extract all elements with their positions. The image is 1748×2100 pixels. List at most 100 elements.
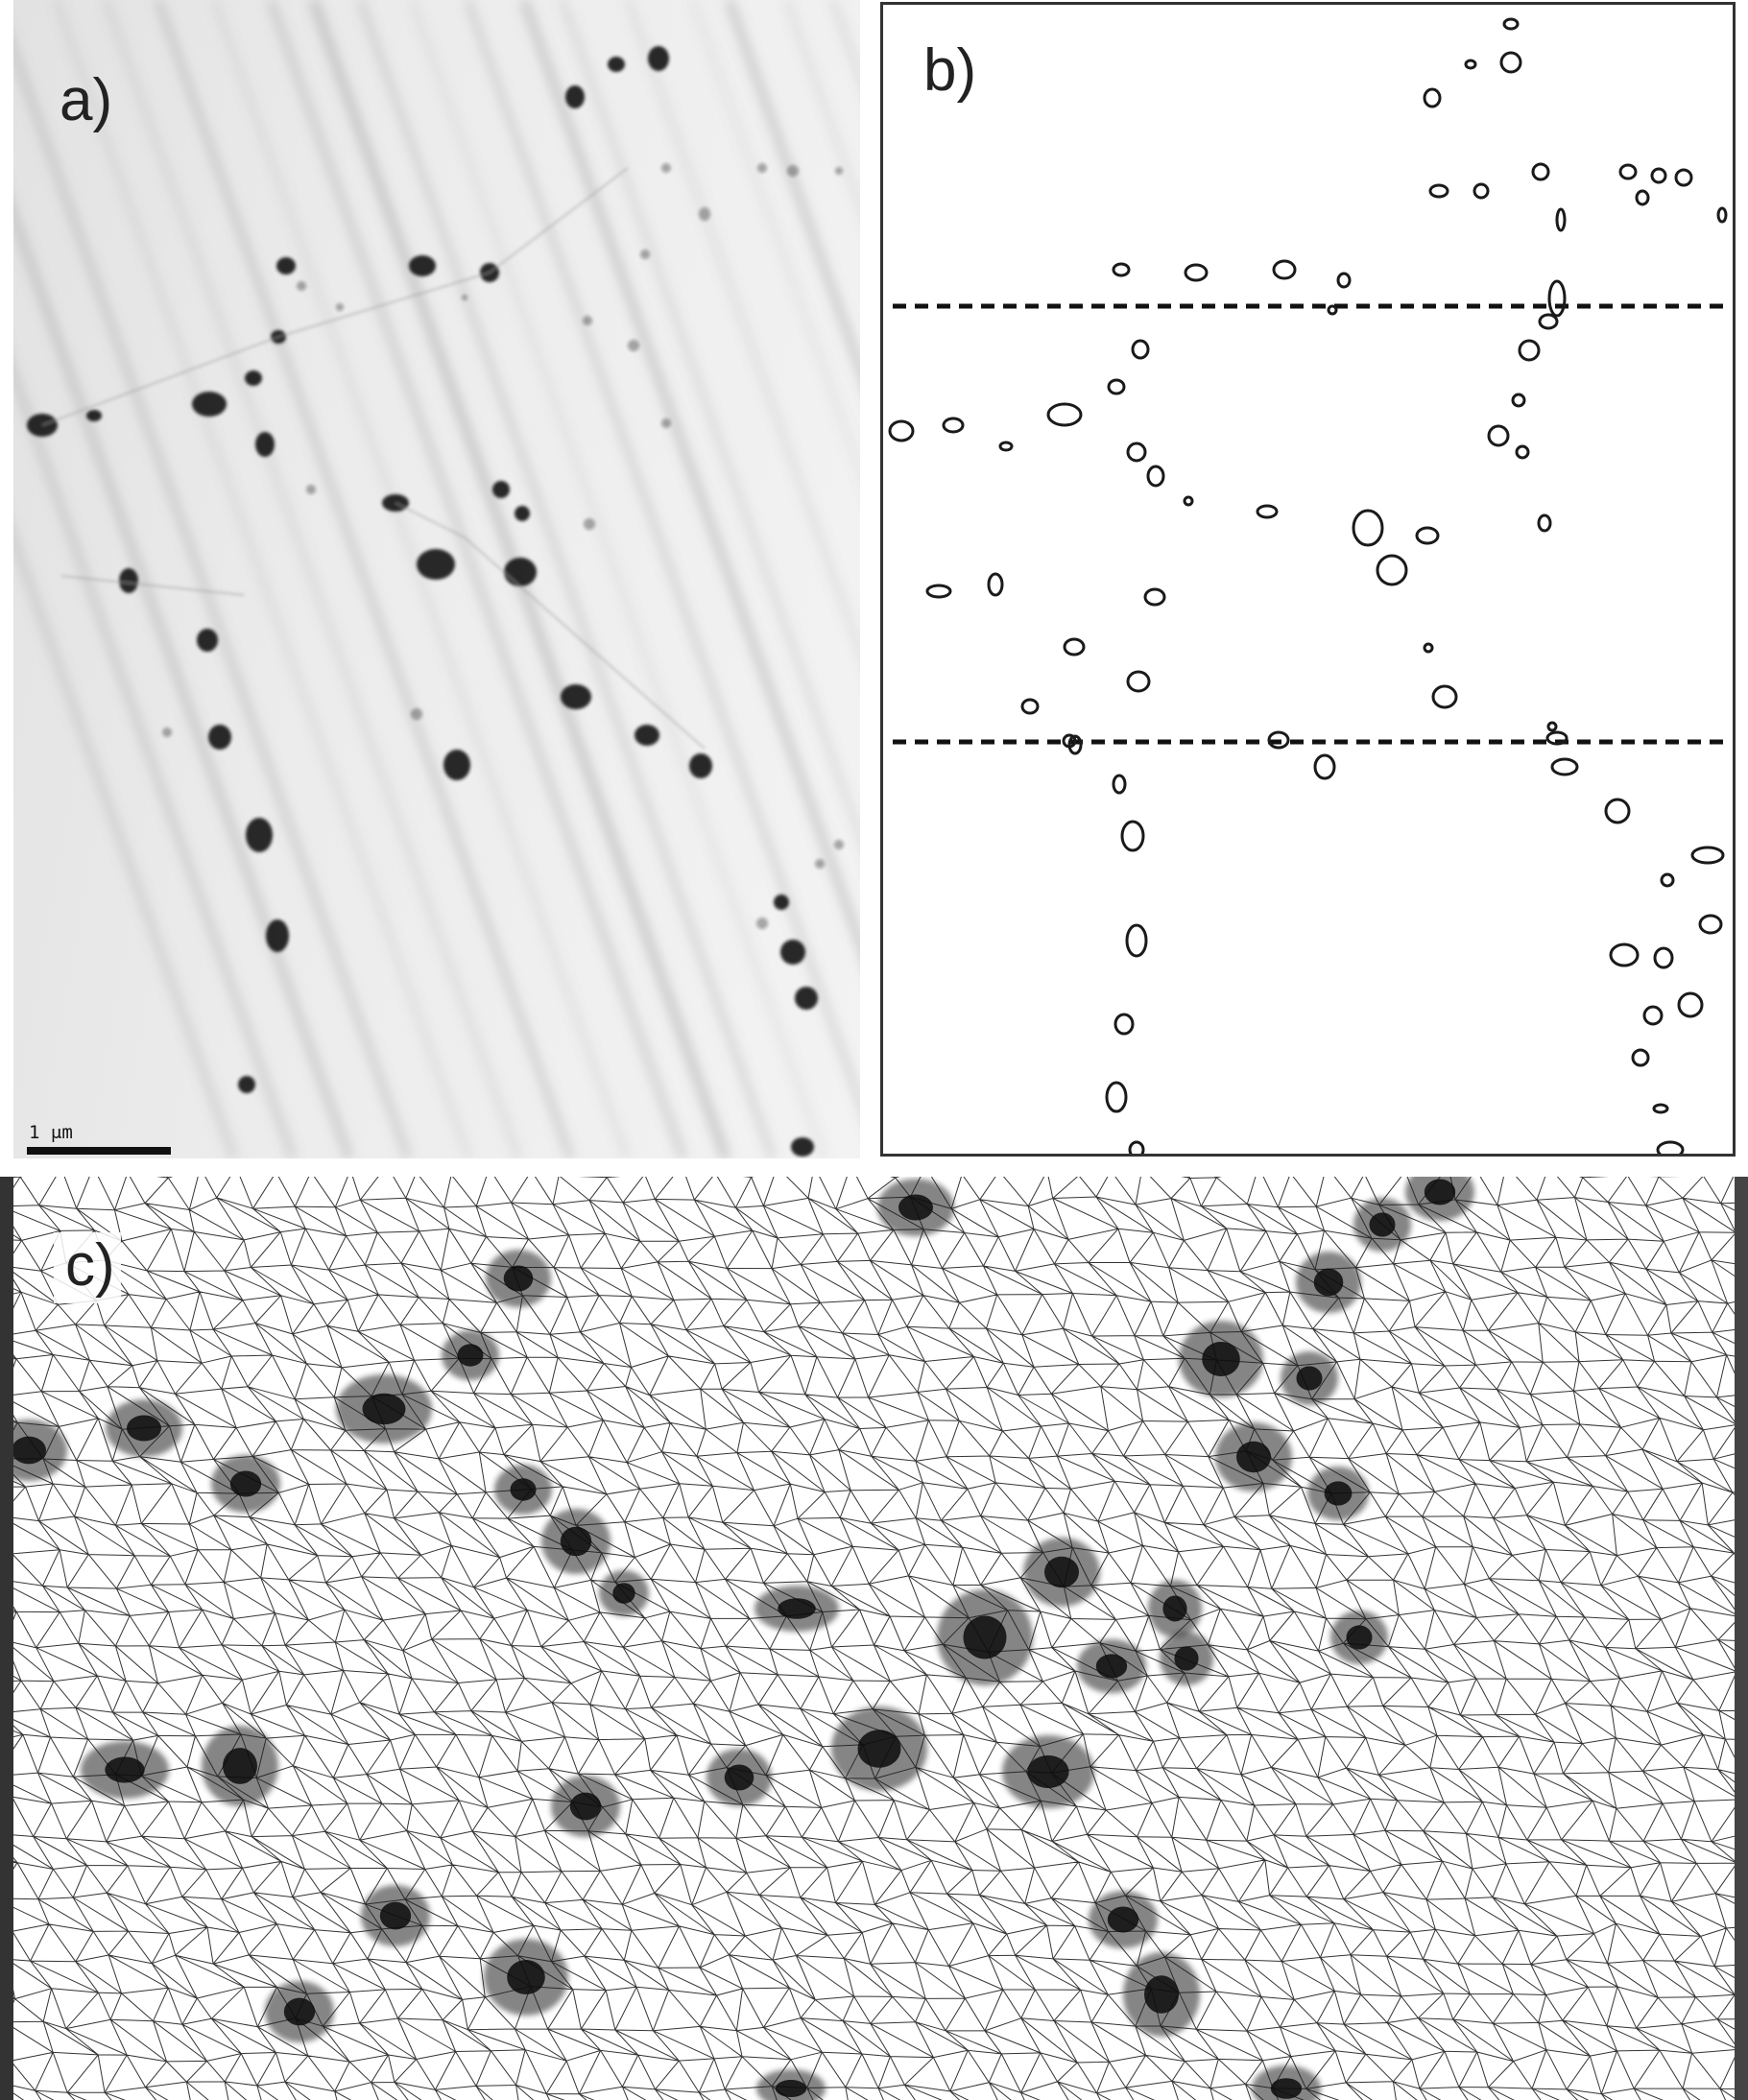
mesh-dense-core [963,1615,1007,1659]
particle [409,255,436,276]
particle-outline [942,417,965,434]
streak-line [357,0,776,1158]
mesh-dense-core [1270,2078,1303,2099]
particle-outline [1653,946,1674,969]
particle [795,987,818,1010]
particle [443,750,470,780]
particle-outline [1020,698,1040,715]
particle [565,85,585,108]
mesh-dense-core [898,1194,933,1221]
particle-outline [1428,183,1449,199]
mesh-dense-core [12,1436,46,1465]
panel-b-outlines: b) [880,2,1736,1157]
particle-outline [1656,1140,1685,1154]
particle [306,485,316,494]
mesh-dense-core [1027,1754,1069,1789]
particle-outline [1652,1103,1669,1114]
grain-boundary-line [395,502,466,538]
mesh-dense-core [1095,1654,1128,1679]
particle-outline [1716,206,1728,224]
particle-outline [1107,378,1126,395]
particle [640,250,650,259]
particle-outline [1112,774,1127,795]
particle [162,728,172,737]
particle [417,549,455,580]
particle-outline [1256,504,1279,519]
particle-outline [1327,304,1338,316]
particle [780,940,805,965]
grain-boundary-line [277,272,491,338]
panel-a-label: a) [60,67,113,133]
particle-outline [1126,670,1151,693]
particle-outline [1313,753,1336,780]
grain-boundary-line [464,537,706,750]
mesh-dense-core [105,1756,145,1783]
streak-line [155,0,574,1158]
mesh-dense-core [1369,1212,1396,1237]
particle-outline [1531,162,1550,181]
particle [238,1076,255,1093]
outline-drawing [888,17,1728,1154]
mesh-dense-core [1296,1366,1323,1391]
particle [245,370,262,386]
particle-outline [1698,914,1723,935]
panel-c-label-backdrop [54,1232,121,1303]
mesh-edges [0,1177,1748,2100]
particle-outline [1642,1005,1664,1026]
mesh-left-edge [0,1177,13,2100]
grain-boundary-line [489,167,629,274]
particle-outline [1423,642,1434,654]
particle [648,46,669,71]
streak-line [465,0,860,1110]
particle-outline [1546,721,1558,732]
particle-outline [1131,339,1150,360]
streak-line [519,0,860,956]
particle [336,303,344,311]
particle-outline [1618,163,1638,180]
particle [835,167,843,175]
particle [197,629,218,652]
mesh-dense-core [1044,1556,1079,1588]
particle [255,432,275,457]
mesh-dense-core [857,1730,901,1768]
grain-boundary-line [41,336,279,426]
particle-outline [987,572,1004,597]
particle-outline [1511,393,1526,408]
particle-outline [1352,509,1384,547]
mesh-dense-core [1107,1906,1139,1933]
mesh-right-edge [1735,1177,1748,2100]
particle [192,392,227,417]
particle [297,281,306,291]
streak-line [102,0,522,1158]
particle-outline [1183,495,1194,507]
particle-outline [1547,279,1567,318]
particle [699,207,710,221]
particle-outline [1376,554,1408,586]
particle [561,684,591,709]
particle-outline [1677,991,1704,1018]
streak-line [13,525,239,1158]
mesh-dense-core [778,1598,816,1619]
particle-outline [1660,872,1675,888]
mesh-dense-core [362,1393,406,1425]
particle-outline [1063,637,1086,656]
particle-outlines [888,17,1728,1154]
particle [276,257,296,274]
streak-line [13,203,353,1158]
particle-outline [888,419,915,442]
particle-outline [998,441,1014,452]
particle-outline [1538,313,1559,330]
particle-outline [1635,189,1650,206]
streak-line [784,0,860,213]
particle-outline [925,584,952,599]
mesh-dense-core [775,2080,807,2097]
particle-outline [1555,207,1567,232]
mesh-refinement-zones [0,1177,1474,2100]
mesh-dense-core [283,1997,316,2026]
particle-outline [1473,182,1490,200]
streak-line [625,0,860,660]
particle-outline [1267,730,1290,750]
particle-outline [1537,513,1552,533]
panel-c-mesh: c) [0,1177,1748,2100]
particle-outline [1423,87,1442,108]
